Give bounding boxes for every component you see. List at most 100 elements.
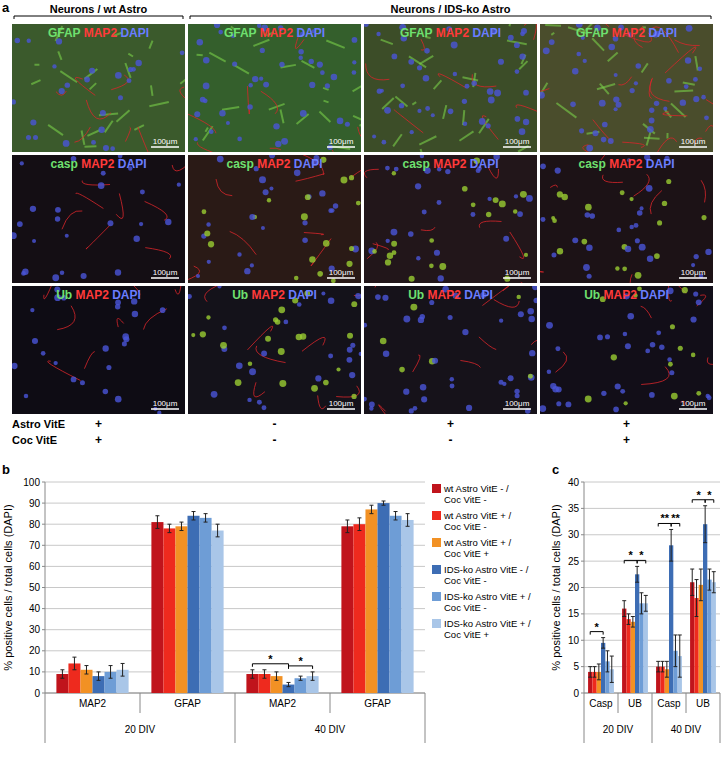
- texture: [58, 51, 61, 59]
- texture: [561, 194, 568, 201]
- texture: [283, 319, 288, 324]
- texture: [622, 267, 627, 272]
- texture: [90, 83, 97, 89]
- texture: [526, 195, 533, 202]
- error-bar: [712, 572, 716, 593]
- texture: [614, 107, 618, 111]
- category-label: GFAP: [174, 698, 201, 709]
- texture: [62, 211, 82, 230]
- texture: [345, 122, 350, 127]
- group-label: 20 DIV: [603, 724, 634, 735]
- texture: [304, 233, 324, 235]
- image-background: [12, 286, 185, 414]
- texture: [488, 97, 495, 104]
- texture: [60, 271, 65, 276]
- texture: [263, 189, 269, 195]
- stain-word: DAPI: [293, 26, 325, 40]
- stain-word: Ub: [408, 288, 424, 302]
- texture: [540, 92, 545, 99]
- texture: [352, 60, 356, 64]
- texture: [382, 295, 388, 301]
- texture: [438, 275, 444, 281]
- texture: [543, 47, 550, 54]
- group-label: 40 DIV: [671, 724, 702, 735]
- texture: [385, 166, 390, 171]
- texture: [586, 145, 593, 152]
- texture: [84, 77, 90, 83]
- texture: [309, 59, 314, 64]
- texture: [691, 353, 696, 358]
- category-label: Casp: [657, 698, 681, 709]
- texture: [214, 24, 220, 28]
- scale-bar-label: 100μm: [329, 399, 354, 408]
- texture: [540, 405, 546, 412]
- micrograph: Ub MAP2 DAPI100μm: [539, 273, 725, 414]
- scale-bar-label: 100μm: [153, 268, 178, 277]
- texture: [630, 88, 635, 93]
- texture: [369, 406, 373, 410]
- texture: [21, 271, 26, 276]
- texture: [494, 300, 519, 308]
- texture: [618, 77, 631, 85]
- texture: [347, 333, 353, 339]
- texture: [138, 127, 150, 152]
- tick-label: 0: [573, 688, 579, 699]
- error-bar: [72, 657, 76, 670]
- category-label: UB: [696, 698, 710, 709]
- texture: [265, 336, 271, 342]
- texture: [680, 99, 686, 105]
- tick-label: 10: [568, 635, 580, 646]
- header-bracket: [14, 16, 183, 19]
- micrograph: casp MAP2 DAPI100μm: [179, 152, 364, 283]
- stain-word: MAP2: [72, 288, 109, 302]
- texture: [642, 63, 648, 72]
- category-separator: [686, 693, 687, 713]
- texture: [376, 32, 380, 36]
- texture: [508, 375, 514, 381]
- scale-bar: [679, 146, 707, 148]
- texture: [259, 176, 266, 183]
- texture: [424, 48, 430, 54]
- texture: [87, 130, 100, 136]
- texture: [669, 370, 674, 375]
- legend-entry: wt Astro VitE + /Coc VitE +: [443, 537, 512, 559]
- error-bar: [345, 520, 349, 533]
- micrograph: casp MAP2 DAPI100μm: [10, 154, 197, 283]
- stain-word: MAP2: [424, 288, 461, 302]
- texture: [301, 213, 308, 220]
- stain-word: Ub: [232, 288, 248, 302]
- texture: [690, 316, 696, 322]
- error-bar: [695, 580, 699, 617]
- texture: [249, 214, 255, 220]
- texture: [349, 246, 354, 251]
- texture: [180, 87, 185, 105]
- texture: [479, 118, 486, 125]
- error-bar: [250, 670, 254, 678]
- error-bar: [622, 601, 626, 617]
- plot-area: [588, 506, 716, 693]
- image-texture: [540, 286, 713, 412]
- panel-label: c: [552, 462, 559, 477]
- texture: [546, 322, 553, 329]
- texture: [217, 156, 224, 163]
- condition-value: -: [273, 417, 277, 431]
- texture: [323, 240, 330, 247]
- texture: [128, 54, 133, 57]
- texture: [614, 73, 618, 77]
- texture: [300, 110, 307, 117]
- texture: [74, 127, 90, 142]
- stain-word: MAP2: [256, 26, 293, 40]
- texture: [422, 210, 427, 215]
- category-separator: [425, 693, 426, 743]
- texture: [408, 231, 414, 237]
- texture: [281, 138, 288, 145]
- texture: [532, 286, 537, 290]
- texture: [12, 99, 16, 104]
- texture: [355, 293, 361, 299]
- texture: [89, 68, 95, 74]
- tick-label: 30: [568, 529, 580, 540]
- texture: [356, 201, 361, 206]
- tick-label: 15: [568, 608, 580, 619]
- error-bar: [690, 569, 694, 595]
- significance-label: *: [629, 549, 634, 561]
